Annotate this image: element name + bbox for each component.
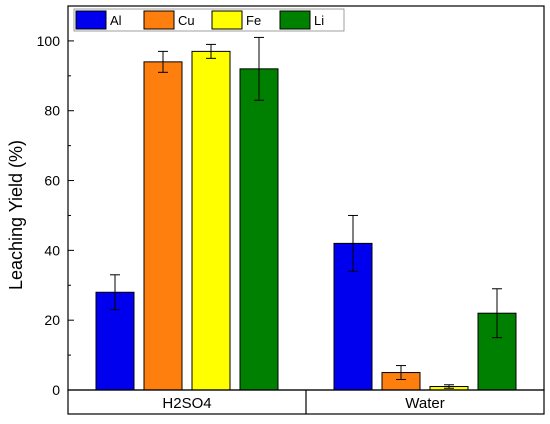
y-tick-label: 0 [52, 382, 60, 398]
plot-area: 0 20 40 60 80 100 H2SO4 Water Al Cu Fe Li [37, 5, 545, 415]
legend-swatch-li [279, 10, 311, 30]
bar-cu-h2so4 [143, 61, 183, 391]
legend [73, 8, 345, 32]
y-tick-label: 20 [44, 312, 60, 328]
legend-label-al: Al [110, 13, 122, 28]
plot-frame [67, 5, 545, 391]
y-tick-label: 60 [44, 173, 60, 189]
legend-swatch-fe [211, 10, 243, 30]
y-axis-label: Leaching Yield (%) [6, 140, 26, 290]
y-tick-label: 80 [44, 103, 60, 119]
y-tick-label: 100 [37, 33, 61, 49]
legend-swatch-al [75, 10, 107, 30]
bar-li-h2so4 [239, 68, 279, 391]
legend-swatch-cu [143, 10, 175, 30]
category-label-water: Water [405, 395, 444, 412]
bar-fe-h2so4 [191, 50, 231, 391]
legend-label-cu: Cu [178, 13, 195, 28]
legend-label-fe: Fe [246, 13, 261, 28]
legend-label-li: Li [314, 13, 324, 28]
y-tick-label: 40 [44, 242, 60, 258]
category-label-h2so4: H2SO4 [162, 395, 211, 412]
